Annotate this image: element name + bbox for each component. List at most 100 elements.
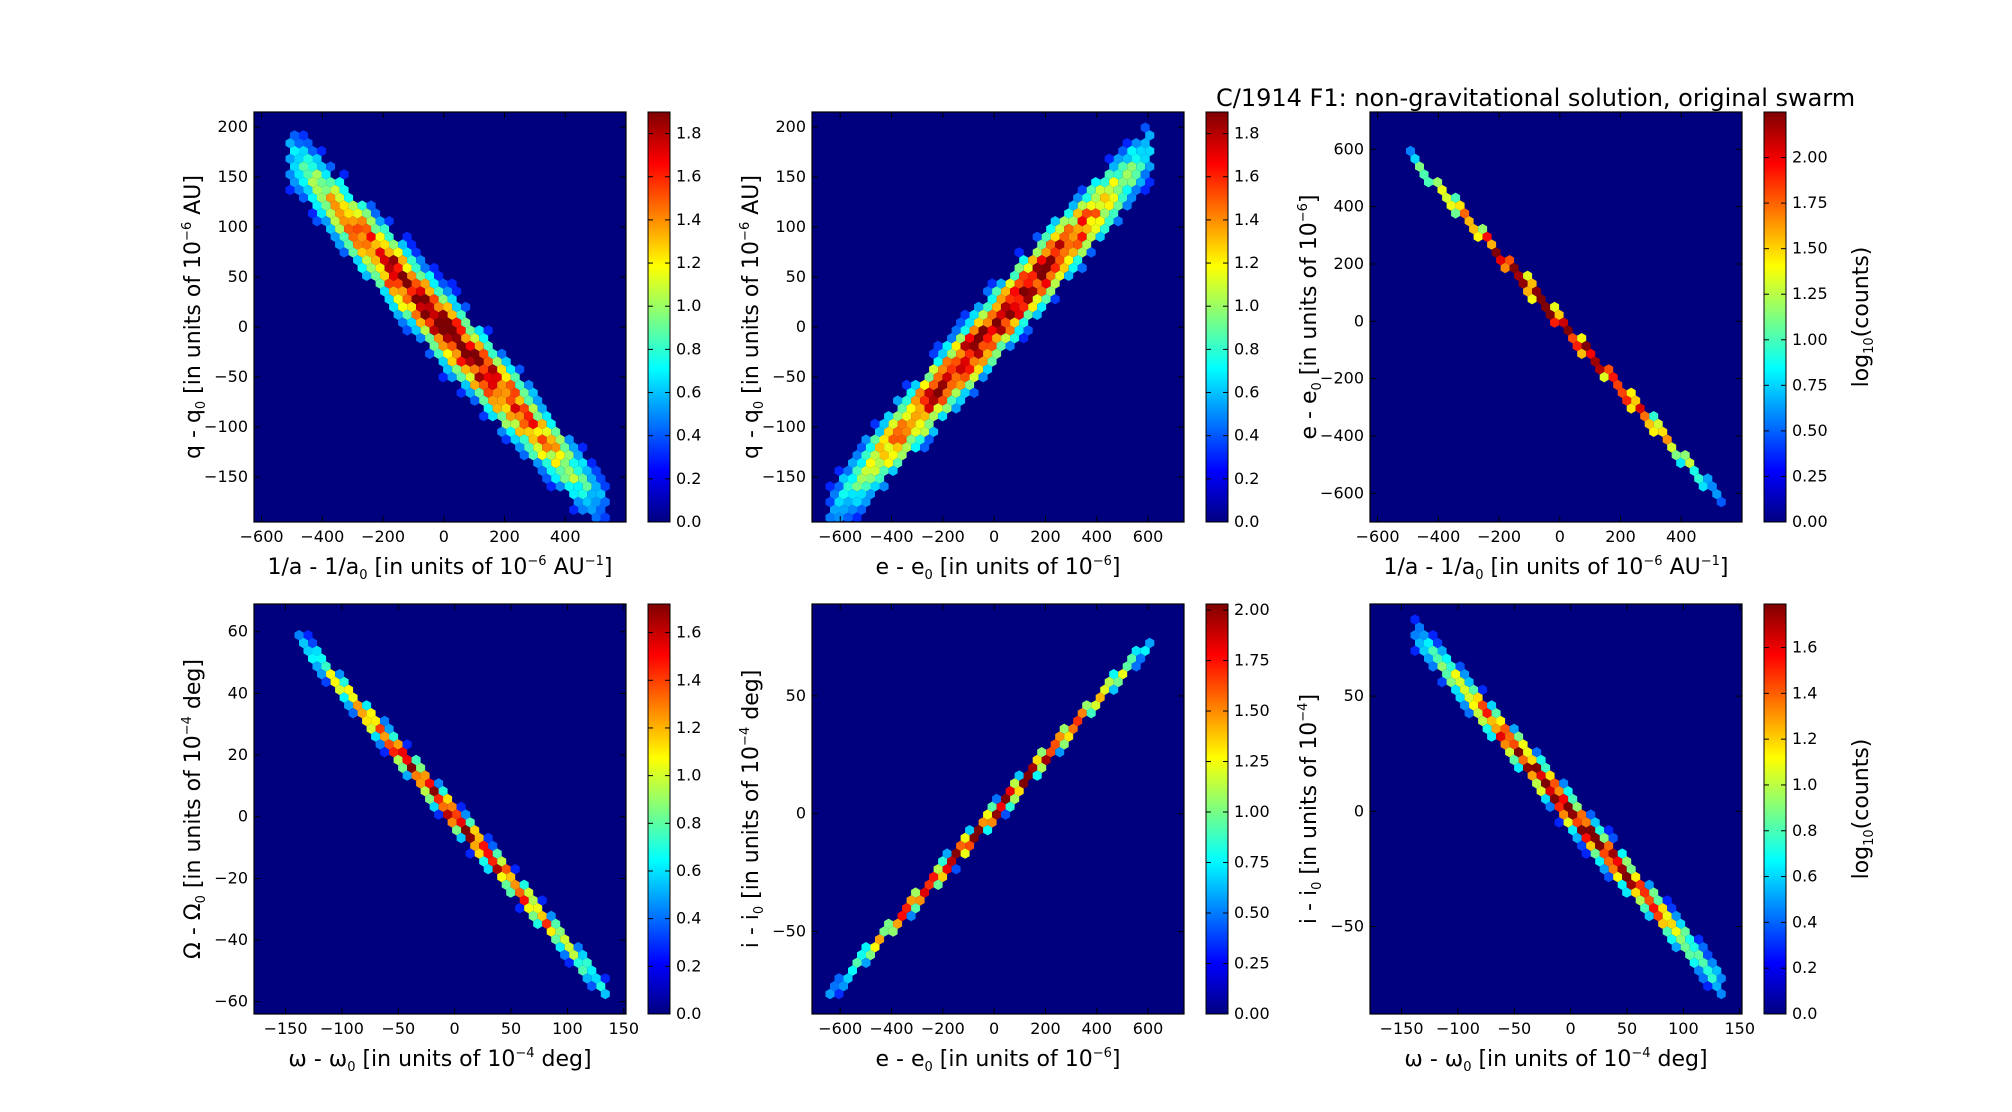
hexbin-cell (1617, 879, 1627, 890)
hexbin-cell (1037, 270, 1047, 281)
hexbin-cell (929, 379, 939, 391)
hexbin-cell (591, 512, 601, 522)
hexbin-cell (380, 286, 390, 297)
hexbin-cell (443, 364, 453, 375)
hexbin-cell (1599, 372, 1609, 383)
hexbin-cell (1104, 216, 1114, 227)
hexbin-cell (1550, 778, 1560, 789)
hexbin-cell (294, 153, 304, 164)
axes-frame (1369, 603, 1743, 1015)
hexbin-cell (434, 809, 444, 820)
hexbin-cell (402, 754, 412, 766)
hexbin-cell (879, 450, 889, 461)
hexbin-cell (929, 426, 939, 437)
hexbin-cell (1685, 934, 1695, 945)
hexbin-cell (834, 496, 844, 508)
hexbin-cell (483, 848, 493, 859)
hexbin-cell (317, 161, 327, 172)
hexbin-cell (573, 450, 583, 461)
hexbin-cell (524, 903, 534, 914)
hexbin-cell (1662, 895, 1672, 906)
hexbin-cell (1482, 231, 1492, 242)
hexbin-cell (1131, 138, 1141, 149)
hexbin-cell (560, 949, 570, 961)
hexbin-cell (326, 192, 336, 203)
hexbin-cell (555, 481, 565, 492)
hexbin-cell (1091, 700, 1101, 711)
hexbin-cell (420, 325, 430, 336)
hexbin-cell (911, 426, 921, 437)
hexbin-cell (1473, 692, 1483, 703)
hexbin-cell (339, 676, 349, 688)
hexbin-cell (384, 294, 394, 305)
hexbin-cell (1536, 294, 1546, 305)
hexbin-cell (906, 910, 916, 922)
hexbin-cell (564, 957, 574, 968)
hexbin-cell (578, 965, 588, 976)
colorbar-tick-label: 1.8 (676, 124, 701, 143)
hexbin-cell (947, 379, 957, 391)
hexbin-cell (1032, 278, 1042, 289)
hexbin-cell (897, 418, 907, 430)
hexbin-cell (1041, 294, 1051, 305)
hexbin-cell (573, 481, 583, 492)
colorbar-tick-label: 1.2 (1234, 253, 1259, 272)
hexbin-cell (938, 364, 948, 375)
hexbin-cell (528, 910, 538, 922)
hexbin-cell (1050, 262, 1060, 274)
hexbin-cell (470, 379, 480, 391)
hexbin-cell (857, 489, 866, 500)
hexbin-cell (1055, 270, 1065, 281)
hexbin-cell (1505, 255, 1515, 266)
hexbin-cell (1469, 700, 1479, 711)
hexbin-cell (474, 832, 484, 844)
hexbin-cell (317, 177, 327, 188)
hexbin-cell (308, 161, 317, 172)
hexbin-cell (852, 957, 862, 968)
hexbin-cell (942, 864, 952, 875)
y-axis-label: i - i0 [in units of 10−4 deg] (738, 670, 767, 949)
hexbin-cell (1113, 200, 1123, 211)
hexbin-cell (1032, 231, 1042, 242)
hexbin-cell (411, 247, 421, 258)
hexbin-cell (470, 348, 480, 359)
hexbin-cell (524, 426, 534, 437)
hexbin-cell (312, 661, 322, 672)
hexbin-cell (1473, 231, 1483, 242)
hexbin-cell (1005, 294, 1015, 305)
hexbin-cell (1410, 630, 1420, 641)
hexbin-cell (1680, 942, 1690, 953)
hexbin-cell (1671, 926, 1681, 937)
hexbin-cell (1698, 957, 1708, 968)
hexbin-cell (1509, 262, 1519, 274)
hexbin-cell (911, 379, 921, 391)
hexbin-cell (461, 301, 471, 313)
hexbin-cell (398, 286, 408, 297)
hexbin-cell (564, 481, 574, 492)
hexbin-cell (969, 832, 979, 844)
hexbin-cell (470, 840, 480, 851)
hexbin-cell (830, 504, 839, 515)
hexbin-cell (456, 387, 466, 398)
hexbin-cell (479, 395, 489, 406)
hexbin-cell (924, 372, 934, 383)
hexbin-cell (902, 379, 912, 391)
hexbin-cell (1514, 731, 1524, 742)
hexbin-cell (1005, 309, 1015, 320)
hexbin-cell (357, 708, 367, 719)
hexbin-cell (348, 247, 358, 258)
figure-title: C/1914 F1: non-gravitational solution, o… (1216, 84, 1855, 112)
hexbin-cell (897, 910, 907, 922)
hexbin-cell (1424, 177, 1433, 188)
hexbin-cell (438, 278, 448, 289)
hexbin-cell (1122, 184, 1132, 196)
hexbin-cell (443, 348, 453, 359)
hexbin-cell (956, 364, 966, 375)
hexbin-cell (906, 403, 916, 414)
hexbin-cell (1550, 793, 1560, 805)
hexbin-cell (1109, 192, 1119, 203)
hexbin-cell (1455, 676, 1465, 688)
hexbin-cell (488, 856, 498, 867)
hexbin-cell (479, 348, 489, 359)
hexbin-cell (443, 333, 453, 344)
